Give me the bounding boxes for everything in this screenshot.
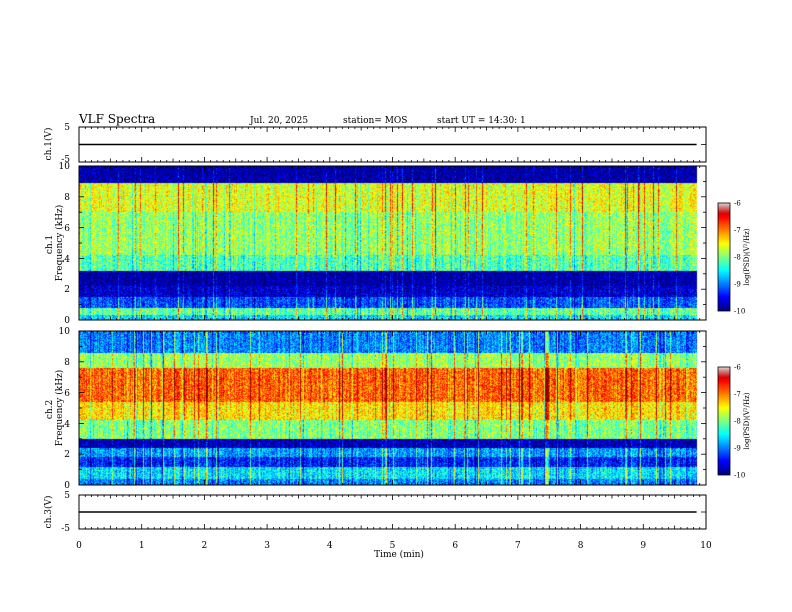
ch2-spec-ylabel-line2: Frequency (kHz) [54,370,65,447]
figure-title: VLF Spectra [78,112,155,126]
ch2-ytick-8: 8 [64,358,70,368]
ch1-ytick-10: 10 [59,162,71,172]
ch2-colorbar-ticks: -6 -7 -8 -9 -10 [734,364,745,480]
ch2-ytick-10: 10 [59,327,71,337]
ch1-spec-ylabel-line1: ch.1 [45,235,55,254]
ch1-voltage-ticks [78,126,707,163]
colorbar-tick-label: -7 [734,391,741,399]
ch2-spectrogram-ylabel: ch.2 Frequency (kHz) [45,370,65,447]
ch1-colorbar-label: log(PSD)(V²/Hz) [743,228,751,285]
time-tick-label: 1 [139,541,145,551]
colorbar-tick-label: -8 [734,254,741,262]
ch2-spec-ylabel-line1: ch.2 [45,400,55,419]
time-tick-label: 6 [452,541,458,551]
ch1-ytick-6: 6 [64,224,70,234]
ch1-spectrogram-ticks [78,165,707,321]
ch1-ytick-bottom: -5 [61,155,70,165]
ch1-colorbar-ticks: -6 -7 -8 -9 -10 [734,200,745,316]
ch1-ytick-8: 8 [64,193,70,203]
ch2-ytick-0: 0 [64,481,70,491]
ch1-ytick-0: 0 [64,316,70,326]
ch2-ytick-6: 6 [64,389,70,399]
ch1-spectrogram-ylabel: ch.1 Frequency (kHz) [45,205,65,282]
time-tick-label: 7 [515,541,521,551]
ch2-colorbar-frame [717,366,731,476]
date-label: Jul. 20, 2025 [249,116,308,126]
time-tick-label: 9 [640,541,646,551]
ch1-ytick-4: 4 [64,255,70,265]
ch2-colorbar: -6 -7 -8 -9 -10 log(PSD)(V²/Hz) [717,364,751,480]
time-tick-label: 4 [327,541,333,551]
time-tick-label: 8 [578,541,584,551]
start-time-label: start UT = 14:30: 1 [437,116,526,126]
ch2-colorbar-label: log(PSD)(V²/Hz) [743,392,751,449]
ch1-spectrogram-panel: 0 2 4 6 8 10 ch.1 Frequency (kHz) [45,162,707,326]
colorbar-tick-label: -10 [734,308,745,316]
ch2-spectrogram-ticks [78,330,707,486]
colorbar-tick-label: -8 [734,418,741,426]
ch1-voltage-ylabel: ch.1(V) [43,128,54,161]
colorbar-tick-label: -9 [734,281,741,289]
ch3-voltage-panel: 5 -5 ch.3(V) 0 1 2 3 4 5 6 7 8 9 10 Time (min) [43,491,712,560]
ch2-colorbar-image [718,367,730,475]
ch2-spectrogram-image [79,331,706,485]
ch1-spectrogram-image [79,166,706,320]
colorbar-tick-label: -6 [734,364,741,372]
colorbar-tick-label: -9 [734,445,741,453]
time-tick-label: 3 [264,541,270,551]
ch1-colorbar-image [718,203,730,311]
time-tick-label: 5 [390,541,396,551]
ch1-colorbar: -6 -7 -8 -9 -10 log(PSD)(V²/Hz) [717,200,751,316]
time-axis-tick-labels: 0 1 2 3 4 5 6 7 8 9 10 [76,541,712,551]
ch1-spec-ylabel-line2: Frequency (kHz) [54,205,65,282]
ch3-ytick-top: 5 [64,491,70,501]
time-tick-label: 2 [202,541,208,551]
ch1-voltage-panel: 5 -5 ch.1(V) [43,123,707,165]
ch2-ytick-2: 2 [64,450,70,460]
ch1-ytick-2: 2 [64,285,70,295]
ch1-colorbar-frame [717,202,731,312]
colorbar-tick-label: -10 [734,472,745,480]
colorbar-tick-label: -6 [734,200,741,208]
ch3-ytick-bottom: -5 [61,524,70,534]
ch3-voltage-ylabel: ch.3(V) [43,496,54,529]
ch2-spectrogram-panel: 0 2 4 6 8 10 ch.2 Frequency (kHz) [45,327,707,491]
colorbar-tick-label: -7 [734,227,741,235]
time-tick-label: 0 [76,541,82,551]
time-axis-label: Time (min) [374,549,424,560]
station-label: station= MOS [343,116,407,126]
ch1-ytick-top: 5 [64,123,70,133]
time-tick-label: 10 [700,541,712,551]
ch2-ytick-4: 4 [64,420,70,430]
